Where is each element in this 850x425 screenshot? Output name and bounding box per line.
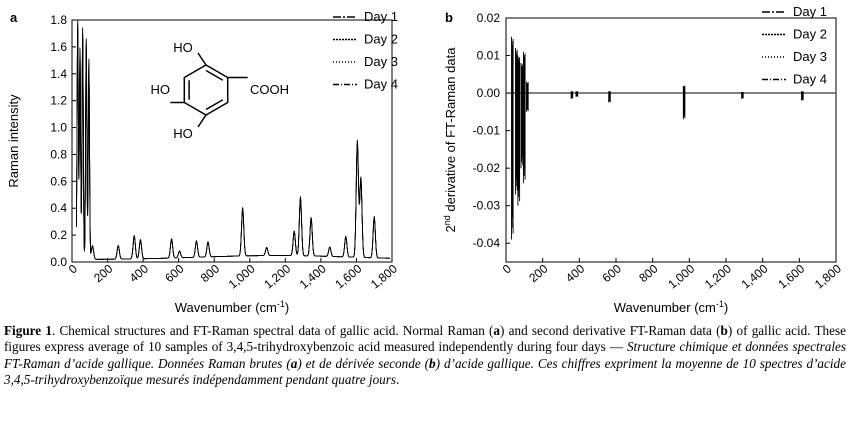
panel-a-series-day-1 [76, 24, 391, 260]
panel-b-y-tick-label: 0.00 [477, 86, 501, 100]
panel-a-x-tick-label: 200 [91, 261, 116, 285]
panel-b-x-tick-label: 1,800 [812, 261, 844, 291]
double-bond [205, 99, 224, 111]
panel-b: b -0.04 -0.03 -0.02 -0.01 0.00 0.01 0.02 0 200 400… [442, 4, 844, 315]
legend-label: Day 4 [793, 72, 827, 87]
panel-a-x-tick-label: 1,400 [297, 261, 329, 291]
panel-b-plot-frame [505, 17, 837, 263]
panel-b-y-tick-label: -0.02 [473, 161, 501, 175]
panel-a-x-tick-label: 0 [66, 261, 80, 276]
panel-b-x-tick-label: 1,200 [702, 261, 734, 291]
panel-b-series-day-1 [508, 36, 836, 240]
panel-b-legend: Day 1 Day 2 Day 3 Day 4 [762, 4, 827, 87]
legend-label: Day 3 [793, 49, 827, 64]
panel-b-y-tick-label: -0.03 [473, 199, 501, 213]
panel-b-y-tick-label: 0.01 [477, 49, 501, 63]
panel-a-series-day-4 [76, 28, 391, 260]
caption-french-2: ) et de dérivée seconde ( [297, 355, 430, 371]
panel-a-series-day-2 [76, 31, 391, 260]
caption-text-1: . Chemical structures and FT-Raman spect… [51, 323, 494, 338]
legend-label: Day 2 [364, 32, 398, 47]
panel-a: a 0.0 0.2 0.4 0.6 0.8 1.0 1.2 1.4 1.6 1.8 0 200 400 60… [6, 9, 400, 315]
legend-label: Day 2 [793, 27, 827, 42]
panel-a-y-tick-label: 1.4 [50, 67, 67, 81]
panel-a-series-day-3 [76, 20, 391, 260]
figure-caption: Figure 1. Chemical structures and FT-Ram… [4, 323, 846, 389]
legend-label: Day 3 [364, 54, 398, 69]
figure: a 0.0 0.2 0.4 0.6 0.8 1.0 1.2 1.4 1.6 1.8 0 200 400 60… [6, 4, 844, 315]
label-oh-bottom: HO [173, 126, 193, 141]
panel-a-x-tick-label: 400 [127, 261, 152, 285]
panel-a-legend: Day 1 Day 2 Day 3 Day 4 [333, 9, 398, 92]
caption-end: . [396, 372, 400, 388]
panel-a-y-tick-label: 1.8 [50, 13, 67, 27]
legend-label: Day 4 [364, 77, 398, 92]
caption-french-3: ) d’acide gallique. Ces chiffres exprime… [4, 355, 846, 388]
caption-figure-label: Figure 1 [4, 323, 52, 338]
panel-a-y-tick-label: 0.6 [50, 174, 67, 188]
bond-oh-bottom [197, 114, 207, 128]
panel-a-x-tick-label: 600 [162, 261, 187, 285]
caption-text-3: ) of gallic acid. These figures express … [4, 323, 846, 355]
panel-a-y-tick-label: 0.4 [50, 201, 67, 215]
panel-a-x-axis-label: Wavenumber (cm-1) [175, 299, 289, 315]
panel-a-y-tick-label: 0.8 [50, 147, 67, 161]
panel-b-x-tick-label: 600 [600, 261, 625, 285]
panel-a-plot-frame [71, 19, 393, 263]
panel-b-y-tick-label: -0.01 [473, 124, 501, 138]
legend-label: Day 1 [364, 9, 398, 24]
panel-a-x-tick-label: 800 [198, 261, 223, 285]
panel-b-y-tick-label: -0.04 [473, 236, 501, 250]
panel-b-x-tick-label: 1,000 [665, 261, 697, 291]
panel-b-x-tick-label: 1,400 [739, 261, 771, 291]
label-oh-top: HO [173, 40, 193, 55]
panel-a-x-tick-label: 1,600 [332, 261, 364, 291]
double-bond [205, 69, 224, 81]
gallic-acid-structure [170, 52, 248, 128]
panel-b-label: b [445, 10, 453, 25]
panel-a-y-tick-label: 1.6 [50, 40, 67, 54]
panel-b-x-tick-label: 0 [500, 261, 514, 276]
caption-french-1: Structure chimique et données spectrales… [4, 339, 846, 371]
panel-a-y-tick-label: 0.2 [50, 228, 67, 242]
panel-a-x-tick-label: 1,000 [226, 261, 258, 291]
benzene-ring [183, 64, 229, 116]
bond-oh-top [197, 52, 207, 66]
panel-a-y-tick-label: 1.0 [50, 121, 67, 135]
panel-a-y-tick-label: 0.0 [50, 255, 67, 269]
label-cooh: COOH [250, 82, 289, 97]
panel-b-x-tick-label: 800 [636, 261, 661, 285]
panel-b-y-axis-label: 2nd derivative of FT-Raman data [442, 47, 458, 233]
panel-a-y-axis-label: Raman intensity [6, 94, 21, 188]
panel-b-series-day-2 [508, 41, 836, 228]
caption-french-panel-a-ref: a [290, 355, 298, 371]
panel-a-y-tick-label: 1.2 [50, 94, 67, 108]
caption-panel-b-ref: b [720, 323, 728, 338]
panel-a-label: a [10, 10, 18, 25]
panel-b-x-tick-label: 200 [526, 261, 551, 285]
panel-b-y-tick-label: 0.02 [477, 11, 501, 25]
panel-b-series-day-4 [508, 39, 836, 234]
caption-panel-a-ref: a [493, 323, 501, 338]
caption-text-2: ) and second derivative FT-Raman data ( [500, 323, 721, 338]
panel-a-x-tick-label: 1,800 [368, 261, 400, 291]
panel-b-series-day-3 [508, 45, 836, 218]
caption-french-panel-b-ref: b [429, 355, 436, 371]
panel-b-x-axis-label: Wavenumber (cm-1) [614, 299, 728, 315]
legend-label: Day 1 [793, 4, 827, 19]
panel-b-x-tick-label: 400 [563, 261, 588, 285]
label-oh-left: HO [151, 82, 171, 97]
panel-a-x-tick-label: 1,200 [261, 261, 293, 291]
panel-b-x-tick-label: 1,600 [775, 261, 807, 291]
